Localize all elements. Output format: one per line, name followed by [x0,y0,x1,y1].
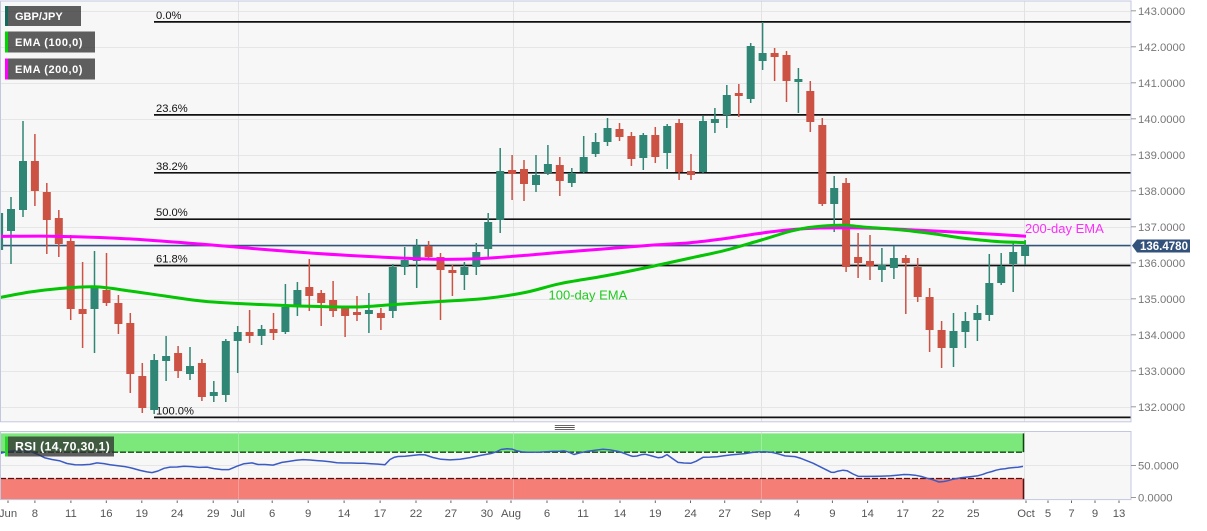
svg-text:50.0000: 50.0000 [1138,461,1179,473]
svg-text:133.0000: 133.0000 [1138,366,1185,378]
svg-text:Jun: Jun [0,508,17,520]
svg-text:19: 19 [649,508,662,520]
svg-text:27: 27 [718,508,731,520]
svg-text:11: 11 [577,508,589,520]
svg-text:Aug: Aug [501,508,521,520]
svg-text:Oct: Oct [1017,508,1035,520]
svg-text:6: 6 [269,508,275,520]
svg-text:136.0000: 136.0000 [1138,258,1185,270]
svg-text:0.0000: 0.0000 [1138,493,1173,505]
svg-text:14: 14 [614,508,627,520]
svg-text:14: 14 [338,508,351,520]
svg-text:200-day EMA: 200-day EMA [1025,221,1104,236]
svg-text:132.0000: 132.0000 [1138,402,1185,414]
svg-text:Jul: Jul [231,508,245,520]
svg-text:100-day EMA: 100-day EMA [549,288,628,303]
svg-text:17: 17 [374,508,387,520]
svg-text:24: 24 [171,508,184,520]
svg-text:100.0%: 100.0% [156,405,194,417]
svg-text:EMA (100,0): EMA (100,0) [15,37,83,49]
svg-text:50.0%: 50.0% [156,207,188,219]
svg-text:24: 24 [684,508,697,520]
svg-text:22: 22 [932,508,945,520]
svg-text:6: 6 [544,508,550,520]
svg-text:17: 17 [897,508,910,520]
svg-text:9: 9 [829,508,835,520]
svg-text:Sep: Sep [751,508,771,520]
svg-text:9: 9 [305,508,311,520]
svg-text:140.0000: 140.0000 [1138,114,1185,126]
svg-text:13: 13 [1113,508,1126,520]
svg-text:138.0000: 138.0000 [1138,186,1185,198]
svg-text:136.4780: 136.4780 [1140,241,1188,253]
svg-text:137.0000: 137.0000 [1138,222,1185,234]
svg-text:61.8%: 61.8% [156,254,188,266]
svg-text:5: 5 [1045,508,1051,520]
svg-text:143.0000: 143.0000 [1138,6,1185,18]
svg-text:25: 25 [967,508,980,520]
svg-text:134.0000: 134.0000 [1138,330,1185,342]
svg-text:139.0000: 139.0000 [1138,150,1185,162]
svg-text:4: 4 [794,508,800,520]
svg-text:142.0000: 142.0000 [1138,42,1185,54]
svg-text:EMA (200,0): EMA (200,0) [15,64,83,76]
svg-text:22: 22 [410,508,423,520]
svg-text:11: 11 [65,508,77,520]
svg-text:29: 29 [207,508,220,520]
svg-text:30: 30 [481,508,494,520]
svg-text:16: 16 [100,508,113,520]
svg-text:7: 7 [1068,508,1074,520]
svg-text:141.0000: 141.0000 [1138,78,1185,90]
svg-text:8: 8 [32,508,38,520]
svg-text:23.6%: 23.6% [156,103,188,115]
svg-text:19: 19 [136,508,149,520]
svg-text:RSI (14,70,30,1): RSI (14,70,30,1) [15,440,110,454]
svg-text:27: 27 [445,508,458,520]
svg-text:GBP/JPY: GBP/JPY [15,11,63,23]
svg-text:135.0000: 135.0000 [1138,294,1185,306]
svg-text:38.2%: 38.2% [156,161,188,173]
svg-text:9: 9 [1092,508,1098,520]
svg-text:0.0%: 0.0% [156,10,182,22]
svg-text:14: 14 [861,508,874,520]
